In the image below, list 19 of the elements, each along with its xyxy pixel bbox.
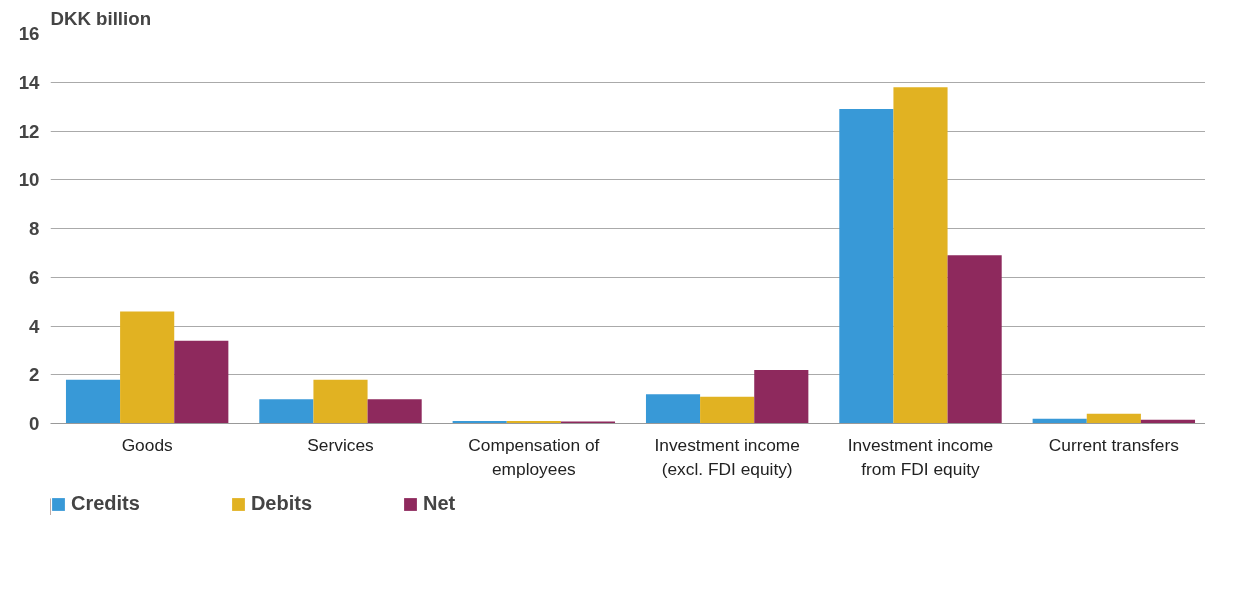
y-tick-label: 10: [18, 169, 40, 191]
legend-label: Credits: [71, 492, 140, 515]
x-tick-label: Investment income (excl. FDI equity): [654, 434, 800, 479]
y-tick-label: 16: [18, 23, 40, 44]
y-tick-label: 14: [18, 71, 41, 93]
y-tick-label: 0: [29, 413, 40, 434]
y-tick-label: 6: [29, 266, 40, 288]
x-tick-label: Goods: [121, 434, 174, 455]
y-tick-label: 4: [29, 315, 41, 337]
legend-label: Net: [423, 492, 456, 515]
x-tick-label: Investment income from FDI equity: [847, 434, 994, 479]
y-axis-title: DKK billion: [50, 7, 152, 29]
x-tick-label: Current transfers: [1048, 434, 1180, 455]
legend-label: Debits: [250, 492, 313, 515]
x-tick-label: Services: [307, 434, 375, 455]
y-tick-label: 2: [29, 364, 40, 386]
y-tick-label: 12: [18, 120, 40, 142]
x-tick-label: Compensation of employees: [468, 434, 600, 479]
y-tick-label: 8: [29, 218, 40, 239]
